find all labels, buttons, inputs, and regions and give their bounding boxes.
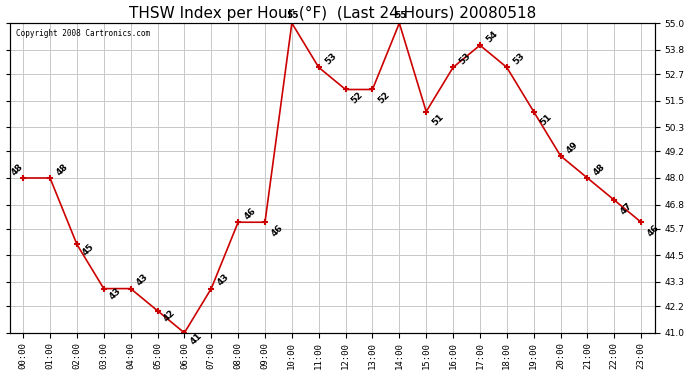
Text: 48: 48 [9,162,25,177]
Text: 46: 46 [269,223,284,238]
Text: 49: 49 [564,140,580,155]
Text: 45: 45 [81,242,97,258]
Text: 55: 55 [286,10,299,20]
Text: 48: 48 [591,162,607,177]
Text: 51: 51 [538,112,553,128]
Text: Copyright 2008 Cartronics.com: Copyright 2008 Cartronics.com [16,29,150,38]
Text: 47: 47 [618,201,634,216]
Title: THSW Index per Hour (°F)  (Last 24 Hours) 20080518: THSW Index per Hour (°F) (Last 24 Hours)… [128,6,535,21]
Text: 52: 52 [377,90,392,105]
Text: 53: 53 [511,51,526,67]
Text: 43: 43 [108,286,124,302]
Text: 53: 53 [457,51,473,67]
Text: 53: 53 [323,51,338,67]
Text: 41: 41 [188,331,204,346]
Text: 51: 51 [431,112,446,128]
Text: 52: 52 [350,90,365,105]
Text: 46: 46 [645,223,660,238]
Text: 55: 55 [394,10,406,20]
Text: 43: 43 [215,273,230,288]
Text: 48: 48 [55,162,70,177]
Text: 43: 43 [135,273,150,288]
Text: 46: 46 [242,206,257,222]
Text: 42: 42 [161,309,177,324]
Text: 54: 54 [484,29,500,45]
